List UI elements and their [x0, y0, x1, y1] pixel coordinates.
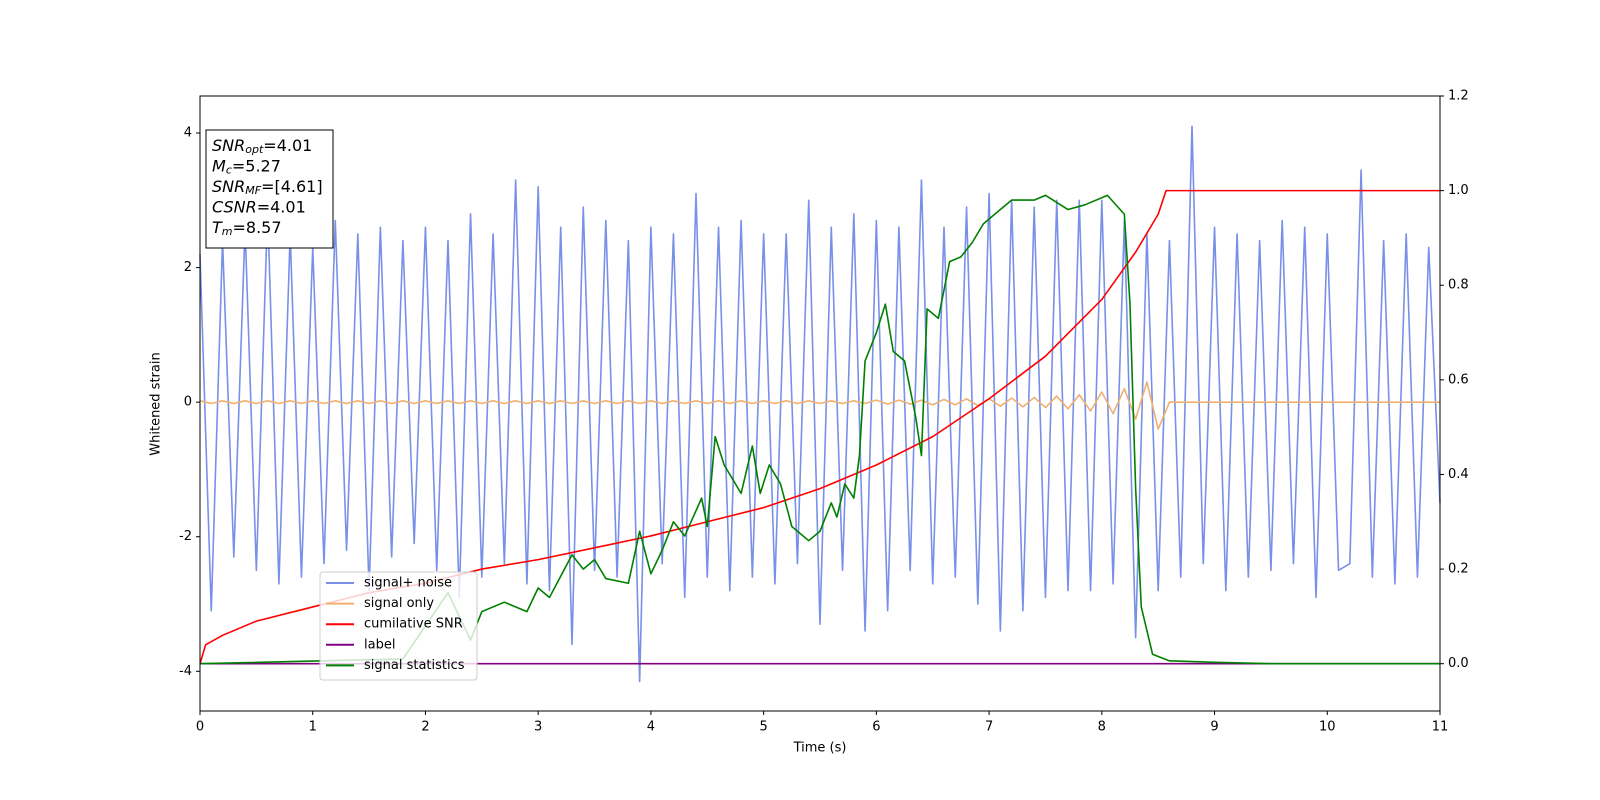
x-tick-label: 6 — [872, 720, 880, 735]
annotation-text: =5.27 — [232, 156, 281, 175]
annotation-text: =4.01 — [257, 197, 306, 216]
y2-tick-label: 0.0 — [1448, 656, 1469, 671]
annotation: SNRMF=[4.61] — [212, 177, 323, 198]
annotation-symbol: CSNR — [212, 197, 257, 216]
y-tick-label: -4 — [179, 664, 192, 679]
y2-tick-label: 0.4 — [1448, 467, 1469, 482]
y-tick-label: 2 — [184, 260, 192, 275]
x-tick-label: 0 — [196, 720, 204, 735]
annotation-text: =[4.61] — [261, 177, 323, 196]
series-line — [199, 381, 1440, 430]
x-tick-label: 2 — [421, 720, 429, 735]
annotation: CSNR=4.01 — [212, 197, 306, 216]
legend-label: signal+ noise — [364, 576, 452, 591]
annotation: Mc=5.27 — [212, 156, 281, 177]
x-tick-label: 8 — [1098, 720, 1106, 735]
x-tick-label: 7 — [985, 720, 993, 735]
y2-tick-label: 1.0 — [1448, 183, 1469, 198]
x-tick-label: 9 — [1210, 720, 1218, 735]
legend-label: cumilative SNR — [364, 617, 463, 632]
annotation-frame — [205, 129, 334, 249]
y-tick-label: 4 — [184, 126, 192, 141]
annotation-symbol: M — [212, 156, 226, 175]
y2-tick-label: 1.2 — [1448, 89, 1469, 104]
x-tick-label: 4 — [647, 720, 655, 735]
y2-tick-label: 0.2 — [1448, 562, 1469, 577]
annotation-subscript: opt — [245, 143, 264, 156]
annotation: Tm=8.57 — [212, 218, 282, 239]
y2-tick-label: 0.6 — [1448, 372, 1469, 387]
plot-frame — [199, 95, 1441, 712]
legend-label: signal only — [364, 596, 434, 611]
x-tick-label: 3 — [534, 720, 542, 735]
legend-label: label — [364, 637, 395, 652]
x-axis-label: Time (s) — [793, 741, 847, 756]
annotation-subscript: MF — [245, 184, 261, 197]
annotation-subscript: c — [226, 164, 232, 177]
y-axis-label: Whitened strain — [149, 352, 164, 455]
y-tick-label: -2 — [179, 529, 192, 544]
annotation-text: =8.57 — [233, 218, 282, 237]
annotation-symbol: T — [212, 218, 223, 237]
annotation-box: SNRopt=4.01Mc=5.27SNRMF=[4.61]CSNR=4.01T… — [205, 129, 334, 249]
annotation-subscript: m — [222, 225, 233, 238]
y-tick-label: 0 — [184, 395, 192, 410]
annotation-symbol: SNR — [212, 177, 245, 196]
annotation: SNRopt=4.01 — [212, 136, 312, 157]
annotation-symbol: SNR — [212, 136, 245, 155]
series-line — [199, 194, 1440, 665]
legend-label: signal statistics — [364, 658, 465, 673]
series-line — [199, 125, 1441, 683]
x-tick-label: 11 — [1432, 720, 1449, 735]
legend-frame — [319, 571, 478, 681]
x-tick-label: 5 — [759, 720, 767, 735]
x-tick-label: 10 — [1319, 720, 1336, 735]
annotation-text: =4.01 — [263, 136, 312, 155]
y2-tick-label: 0.8 — [1448, 278, 1469, 293]
legend: signal+ noise signal only cumilative SNR la… — [319, 571, 478, 681]
x-tick-label: 1 — [309, 720, 317, 735]
